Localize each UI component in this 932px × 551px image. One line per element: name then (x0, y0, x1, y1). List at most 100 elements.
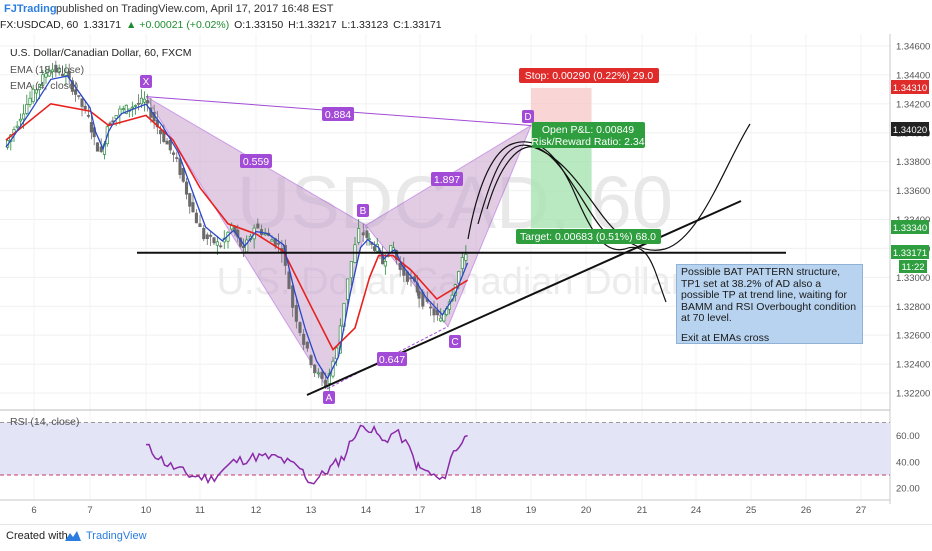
tradingview-logo-icon[interactable] (64, 530, 82, 542)
candle-body (99, 146, 103, 152)
projection-curve-3[interactable] (486, 146, 616, 240)
rsi-axis[interactable]: 60.00 40.00 20.00 (896, 431, 920, 495)
ema18-legend[interactable]: EMA (18, close) (10, 64, 84, 76)
candle-body (168, 139, 172, 151)
svg-text:1.34310: 1.34310 (893, 83, 927, 94)
candle-body (74, 89, 78, 95)
candle-body (417, 290, 421, 299)
candle-body (28, 97, 32, 105)
candle-body (133, 105, 137, 107)
candle-body (146, 100, 150, 104)
stop-label: Stop: 0.00290 (0.22%) 29.0 (519, 68, 659, 83)
candle-body (464, 254, 468, 261)
candle-body (18, 118, 22, 122)
ratio-xb-label: 0.559 (240, 154, 272, 168)
candle-body (320, 371, 324, 379)
candle-body (316, 372, 320, 375)
price-tick-label: 1.32200 (896, 389, 930, 400)
time-tag: 11:22 (899, 260, 927, 273)
candle-body (50, 69, 55, 72)
svg-text:0.884: 0.884 (325, 109, 351, 121)
candle-body (212, 237, 216, 244)
candle-body (70, 80, 74, 92)
chart-title: U.S. Dollar/Canadian Dollar, 60, FXCM (10, 47, 192, 59)
time-tick-label: 13 (306, 505, 317, 516)
svg-text:D: D (524, 112, 531, 123)
time-axis[interactable]: 6 7 10 11 12 13 14 17 18 19 20 21 24 25 26 27 (31, 505, 866, 516)
candle-body (298, 322, 302, 333)
candle-body (191, 202, 195, 213)
time-tick-label: 10 (141, 505, 152, 516)
price-tag-3: 1.33340 (891, 220, 929, 234)
price-tick-label: 1.33600 (896, 186, 930, 197)
ratio-bd-label: 1.897 (431, 172, 463, 186)
candle-body (130, 106, 134, 109)
candle-body (202, 227, 206, 240)
candle-body (41, 74, 45, 86)
candle-body (121, 108, 125, 110)
symbol-label[interactable]: FX:USDCAD, 60 (0, 19, 79, 31)
ema-4-line (5, 75, 469, 380)
price-change: ▲ +0.00021 (+0.02%) (126, 19, 230, 31)
high-value: H:1.33217 (288, 19, 337, 31)
tradingview-brand[interactable]: TradingView (86, 530, 147, 542)
time-tick-label: 19 (526, 505, 537, 516)
time-tick-label: 27 (856, 505, 867, 516)
rsi-tick-label: 60.00 (896, 431, 920, 442)
svg-text:1.34020: 1.34020 (893, 125, 927, 136)
symbol-ohlc-bar: FX:USDCAD, 60 1.33171 ▲ +0.00021 (+0.02%… (0, 17, 932, 34)
candle-body (77, 95, 81, 97)
footer-bar: Created with TradingView (0, 524, 932, 551)
candle-body (165, 140, 169, 145)
svg-text:11:22: 11:22 (901, 262, 924, 273)
projection-curve-2[interactable] (477, 123, 751, 251)
ema-18-line (5, 102, 469, 351)
rsi-band (0, 422, 890, 475)
candle-body (136, 102, 140, 105)
candle-body (429, 306, 433, 309)
candle-body (31, 88, 35, 102)
rsi-legend[interactable]: RSI (14, close) (10, 416, 79, 428)
price-tick-label: 1.33000 (896, 273, 930, 284)
time-tick-label: 20 (581, 505, 592, 516)
candle-body (175, 157, 179, 159)
candle-body (83, 105, 87, 110)
close-value: C:1.33171 (393, 19, 442, 31)
price-tick-label: 1.34600 (896, 42, 930, 53)
projection-curve-1[interactable] (467, 141, 667, 303)
candle-body (34, 89, 38, 94)
svg-text:0.647: 0.647 (379, 354, 405, 366)
candle-body (357, 228, 361, 243)
candle-body (442, 313, 446, 322)
price-chart[interactable]: USDCAD, 60 U.S. Dollar/Canadian Dollar X… (0, 34, 932, 540)
target-label: Target: 0.00683 (0.51%) 68.0 (516, 229, 661, 244)
candle-body (171, 152, 176, 155)
candle-body (460, 257, 464, 269)
open-pnl-label: Open P&L: 0.00849 Risk/Reward Ratio: 2.3… (531, 122, 645, 148)
candle-body (241, 245, 245, 248)
candle-body (64, 72, 68, 76)
candle-body (263, 233, 267, 236)
note-text-2: Exit at EMAs cross (681, 331, 770, 344)
svg-text:1.897: 1.897 (434, 174, 460, 186)
ema4-legend[interactable]: EMA (4, close) (10, 80, 78, 92)
svg-text:A: A (326, 393, 333, 404)
publisher-name[interactable]: FJTrading (4, 3, 57, 15)
low-value: L:1.33123 (341, 19, 389, 31)
candle-body (209, 234, 213, 237)
candle-body (139, 97, 144, 105)
time-tick-label: 25 (746, 505, 757, 516)
candle-body (302, 333, 306, 345)
last-price: 1.33171 (83, 19, 122, 31)
svg-text:1.33340: 1.33340 (893, 223, 927, 234)
point-d-label: D (522, 110, 534, 123)
candle-body (305, 341, 309, 349)
price-tick-label: 1.34400 (896, 70, 930, 81)
candle-body (159, 129, 163, 135)
candle-body (47, 69, 51, 77)
candle-body (80, 98, 84, 107)
svg-text:Stop: 0.00290 (0.22%) 29.0: Stop: 0.00290 (0.22%) 29.0 (525, 70, 654, 82)
candle-body (61, 73, 65, 77)
analysis-note[interactable]: Possible BAT PATTERN structure, TP1 set … (676, 264, 863, 344)
candle-body (215, 241, 219, 246)
